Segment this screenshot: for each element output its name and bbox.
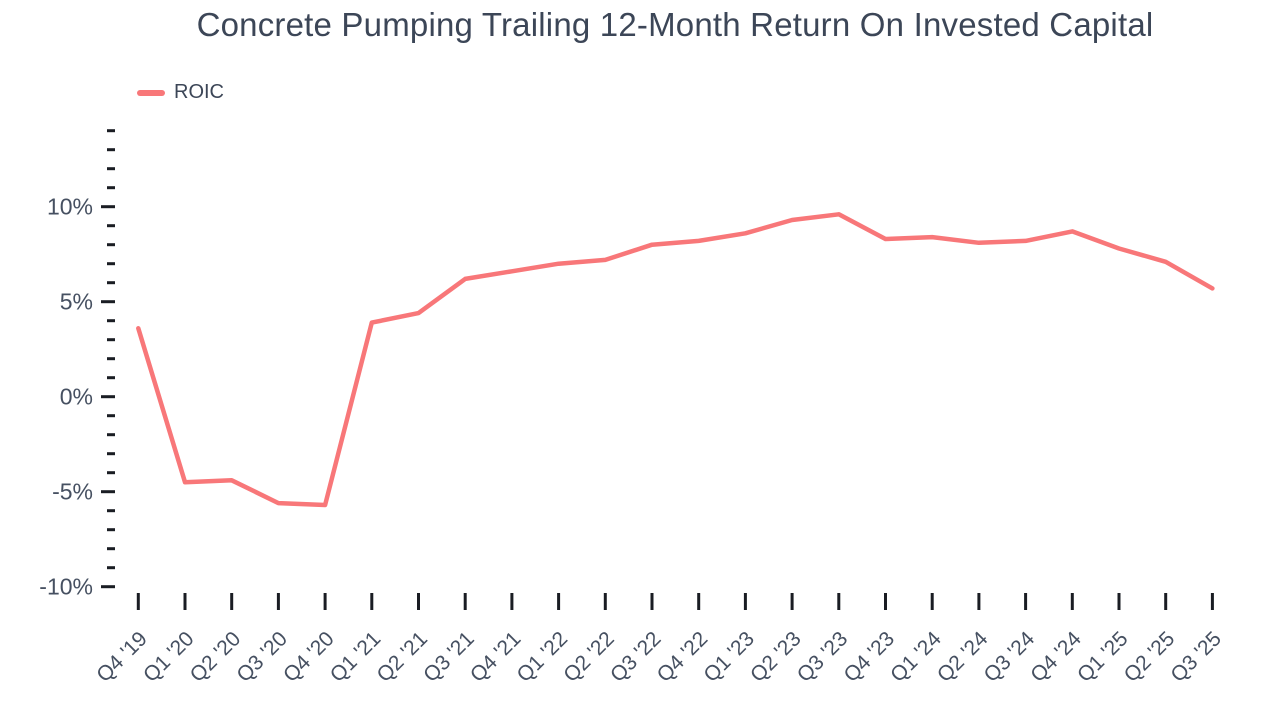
x-axis-tick-label: Q4 '24 xyxy=(1026,627,1086,687)
x-axis-tick-label: Q4 '22 xyxy=(653,627,713,687)
x-axis-tick-label: Q4 '23 xyxy=(839,627,899,687)
y-axis-tick-label: 10% xyxy=(47,194,93,220)
y-axis-tick-label: 5% xyxy=(60,289,93,315)
x-axis-tick-label: Q3 '21 xyxy=(419,627,479,687)
x-axis-tick-label: Q4 '21 xyxy=(466,627,526,687)
x-axis-tick-label: Q2 '24 xyxy=(933,627,993,687)
chart-title: Concrete Pumping Trailing 12-Month Retur… xyxy=(196,6,1154,43)
y-axis-tick-label: -5% xyxy=(52,479,93,505)
x-axis-tick-label: Q2 '23 xyxy=(746,627,806,687)
x-axis-tick-label: Q3 '23 xyxy=(793,627,853,687)
x-axis-tick-label: Q3 '22 xyxy=(606,627,666,687)
legend-label-roic: ROIC xyxy=(174,81,224,103)
x-axis-tick-label: Q2 '22 xyxy=(559,627,619,687)
x-axis-tick-label: Q2 '25 xyxy=(1120,627,1180,687)
x-axis-tick-label: Q4 '19 xyxy=(92,627,152,687)
y-axis-tick-label: 0% xyxy=(60,384,93,410)
x-axis-tick-label: Q2 '20 xyxy=(186,627,246,687)
x-axis-tick-label: Q2 '21 xyxy=(372,627,432,687)
x-axis-tick-label: Q1 '21 xyxy=(326,627,386,687)
legend[interactable]: ROIC xyxy=(137,81,224,104)
x-axis-tick-label: Q3 '20 xyxy=(232,627,292,687)
y-axis-tick-label: -10% xyxy=(39,574,93,600)
x-axis-tick-label: Q1 '24 xyxy=(886,627,946,687)
legend-line-swatch xyxy=(137,89,165,96)
x-axis-tick-label: Q1 '22 xyxy=(513,627,573,687)
x-axis-tick-label: Q4 '20 xyxy=(279,627,339,687)
x-axis-tick-label: Q1 '25 xyxy=(1073,627,1133,687)
roic-series-line xyxy=(136,212,1215,508)
x-axis-tick-label: Q1 '23 xyxy=(699,627,759,687)
x-axis-tick-label: Q1 '20 xyxy=(139,627,199,687)
x-axis-tick-label: Q3 '24 xyxy=(980,627,1040,687)
x-axis-tick-label: Q3 '25 xyxy=(1166,627,1226,687)
